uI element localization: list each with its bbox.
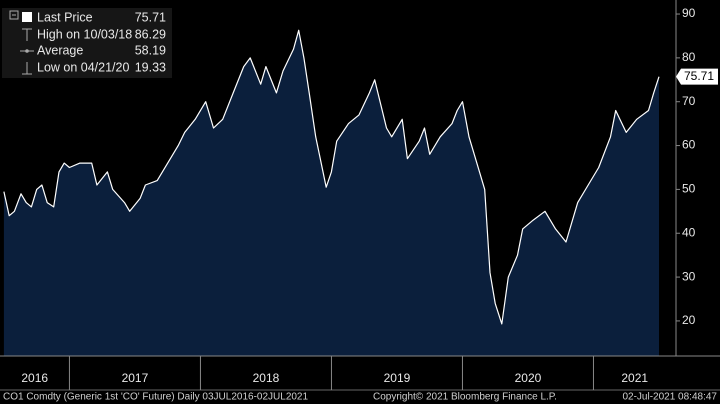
stat-value: 19.33 xyxy=(135,60,166,74)
y-tick-label: 20 xyxy=(682,313,696,327)
x-tick-label: 2018 xyxy=(253,371,280,385)
collapse-icon xyxy=(9,10,19,20)
legend-label: Last Price xyxy=(37,10,93,24)
y-tick-label: 90 xyxy=(682,6,696,20)
legend-value: 75.71 xyxy=(135,10,166,24)
x-tick-label: 2019 xyxy=(384,371,411,385)
y-tick-label: 30 xyxy=(682,269,696,283)
area xyxy=(3,30,659,357)
footer-security: CO1 Comdty (Generic 1st 'CO' Future) Dai… xyxy=(3,392,308,403)
high-icon xyxy=(22,28,32,41)
y-tick-label: 50 xyxy=(682,182,696,196)
stat-label: Average xyxy=(37,43,83,57)
x-tick-label: 2020 xyxy=(515,371,542,385)
plot-area xyxy=(3,29,660,357)
legend: Last Price 75.71 High on 10/03/18 86.29 … xyxy=(2,8,172,78)
stat-value: 86.29 xyxy=(135,27,166,41)
x-tick-label: 2021 xyxy=(621,371,648,385)
x-tick-label: 2016 xyxy=(21,371,48,385)
stat-label: High on 10/03/18 xyxy=(37,27,132,41)
legend-swatch xyxy=(22,12,32,22)
line xyxy=(3,29,660,325)
footer-timestamp: 02-Jul-2021 08:48:47 xyxy=(622,392,717,403)
y-tick-label: 40 xyxy=(682,225,696,239)
y-tick-label: 60 xyxy=(682,138,696,152)
stat-label: Low on 04/21/20 xyxy=(37,60,129,74)
y-tick-label: 80 xyxy=(682,50,696,64)
low-icon xyxy=(22,62,32,75)
y-tick-label: 70 xyxy=(682,94,696,108)
stat-value: 58.19 xyxy=(135,43,166,57)
last-price-tag xyxy=(676,68,718,85)
last-price-label: 75.71 xyxy=(684,69,714,83)
average-icon xyxy=(25,49,29,53)
footer-copyright: Copyright© 2021 Bloomberg Finance L.P. xyxy=(373,392,557,403)
x-tick-label: 2017 xyxy=(122,371,149,385)
